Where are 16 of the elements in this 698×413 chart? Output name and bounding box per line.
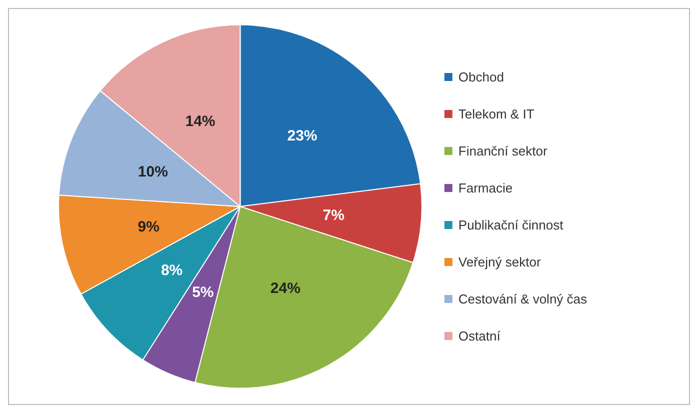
data-label: 23% xyxy=(287,128,318,145)
legend-label: Obchod xyxy=(458,70,504,84)
legend-label: Ostatní xyxy=(458,328,501,344)
data-label: 5% xyxy=(192,284,214,302)
data-label: 7% xyxy=(322,206,344,224)
legend-label: Telekom & IT xyxy=(458,106,534,122)
legend-label: Veřejný sektor xyxy=(458,254,542,270)
legend-label: Farmacie xyxy=(458,180,513,196)
data-label: 24% xyxy=(270,280,300,298)
data-label: 10% xyxy=(138,163,168,180)
data-label: 9% xyxy=(138,218,160,236)
data-label: 8% xyxy=(160,262,183,280)
data-label: 14% xyxy=(185,113,216,130)
legend-label: Cestování & volný čas xyxy=(458,292,588,306)
legend-label: Publikační činnost xyxy=(458,218,564,232)
legend-label: Finanční sektor xyxy=(458,144,548,158)
